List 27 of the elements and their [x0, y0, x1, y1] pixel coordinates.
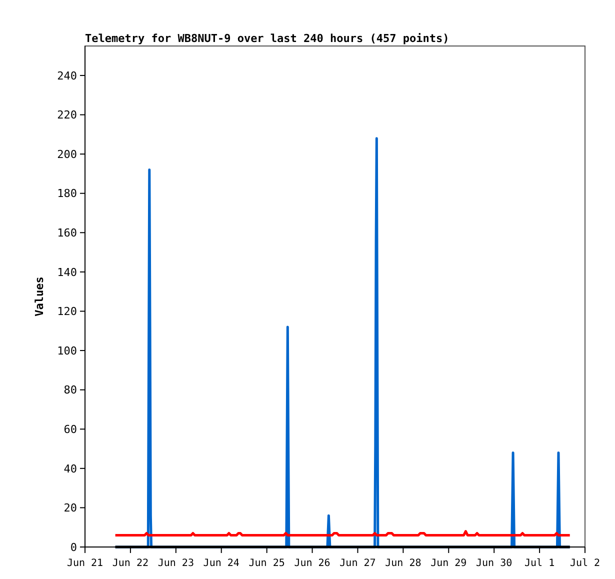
y-tick-label: 0	[70, 540, 77, 554]
y-tick-label: 100	[57, 344, 77, 358]
x-tick-label: Jun 21	[66, 558, 104, 569]
y-tick-label: 160	[57, 226, 77, 240]
x-tick-label: Jun 29	[430, 558, 467, 569]
y-tick-label: 220	[57, 108, 77, 122]
x-tick-label: Jul 2	[570, 558, 600, 569]
x-tick-label: Jun 24	[203, 558, 240, 569]
y-tick-label: 120	[57, 305, 77, 318]
y-tick-label: 60	[64, 422, 77, 436]
y-tick-label: 200	[57, 148, 77, 161]
x-tick-label: Jun 28	[385, 558, 422, 569]
x-tick-label: Jun 30	[476, 558, 512, 569]
chart-title: Telemetry for WB8NUT-9 over last 240 hours (457 points)	[85, 32, 450, 45]
y-tick-label: 240	[57, 69, 77, 82]
x-tick-label: Jun 26	[294, 558, 330, 569]
x-tick-label: Jun 25	[248, 558, 285, 569]
y-axis-title: Values	[33, 276, 46, 316]
y-tick-label: 80	[64, 384, 77, 397]
y-tick-label: 20	[64, 502, 77, 515]
y-tick-label: 180	[57, 187, 77, 200]
y-tick-label: 140	[57, 266, 77, 279]
x-tick-label: Jun 22	[112, 558, 149, 569]
x-tick-label: Jul 1	[524, 558, 555, 569]
x-tick-label: Jun 23	[158, 558, 194, 569]
x-tick-label: Jun 27	[340, 558, 376, 569]
y-tick-label: 40	[64, 462, 77, 476]
